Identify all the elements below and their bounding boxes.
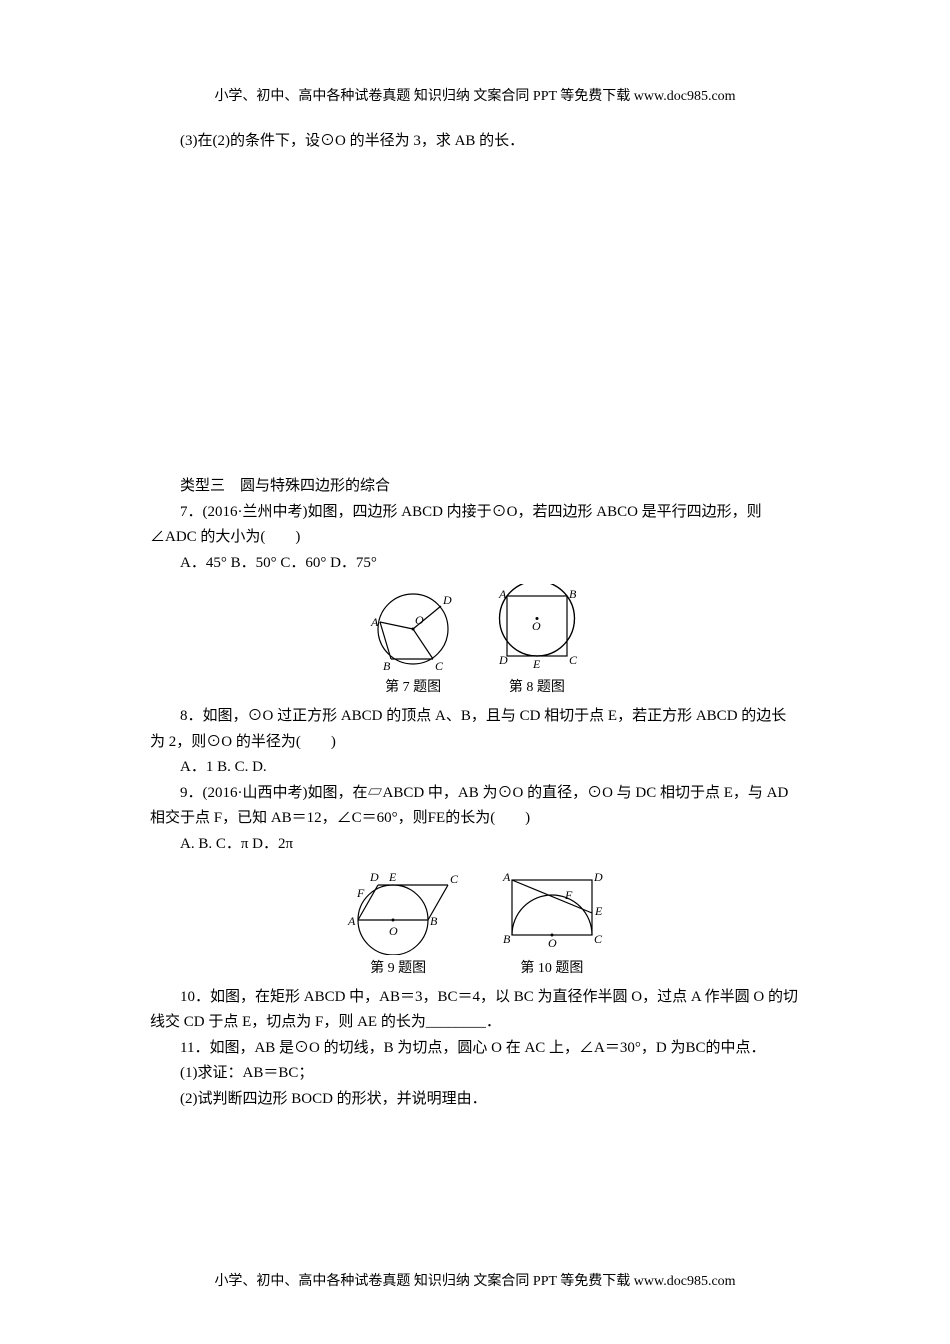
- svg-text:E: E: [594, 904, 603, 918]
- figures-row-9-10: A B C D E F O 第 9 题图 A D C: [150, 865, 800, 981]
- svg-text:B: B: [503, 932, 511, 946]
- q9-text: 9．(2016·山西中考)如图，在▱ABCD 中，AB 为⊙O 的直径，⊙O 与…: [150, 781, 800, 832]
- svg-text:D: D: [498, 653, 508, 667]
- q11-sub1: (1)求证：AB＝BC；: [150, 1061, 800, 1087]
- svg-text:C: C: [594, 932, 603, 946]
- svg-text:A: A: [502, 870, 511, 884]
- fig7-caption: 第 7 题图: [363, 676, 463, 700]
- svg-text:E: E: [532, 657, 541, 671]
- section-title: 类型三 圆与特殊四边形的综合: [150, 474, 800, 500]
- svg-text:B: B: [569, 587, 577, 601]
- q11-text: 11．如图，AB 是⊙O 的切线，B 为切点，圆心 O 在 AC 上，∠A＝30…: [150, 1036, 800, 1062]
- page-footer: 小学、初中、高中各种试卷真题 知识归纳 文案合同 PPT 等免费下载 www.d…: [0, 1270, 950, 1294]
- q10-text: 10．如图，在矩形 ABCD 中，AB＝3，BC＝4，以 BC 为直径作半圆 O…: [150, 985, 800, 1036]
- svg-text:O: O: [548, 936, 557, 950]
- svg-text:F: F: [564, 888, 573, 902]
- q3-line: (3)在(2)的条件下，设⊙O 的半径为 3，求 AB 的长．: [150, 129, 800, 155]
- svg-text:A: A: [370, 615, 379, 629]
- svg-text:A: A: [347, 914, 356, 928]
- svg-text:A: A: [498, 587, 507, 601]
- svg-text:D: D: [442, 593, 452, 607]
- figures-row-7-8: A B C D O 第 7 题图 A B C: [150, 584, 800, 700]
- q11-sub2: (2)试判断四边形 BOCD 的形状，并说明理由．: [150, 1087, 800, 1113]
- svg-text:O: O: [532, 619, 541, 633]
- q8-text: 8．如图，⊙O 过正方形 ABCD 的顶点 A、B，且与 CD 相切于点 E，若…: [150, 704, 800, 755]
- svg-text:D: D: [593, 870, 603, 884]
- fig8-container: A B C D E O 第 8 题图: [487, 584, 587, 700]
- svg-text:E: E: [388, 870, 397, 884]
- q9-options: A. B. C．π D．2π: [150, 832, 800, 858]
- svg-text:C: C: [450, 872, 459, 886]
- svg-text:C: C: [435, 659, 444, 673]
- fig10-svg: A D C B E F O: [487, 865, 617, 955]
- q7-options: A．45° B．50° C．60° D．75°: [150, 551, 800, 577]
- svg-text:C: C: [569, 653, 578, 667]
- fig7-svg: A B C D O: [363, 584, 463, 674]
- blank-space: [150, 154, 800, 474]
- svg-text:F: F: [356, 886, 365, 900]
- svg-text:O: O: [389, 924, 398, 938]
- svg-text:B: B: [430, 914, 438, 928]
- document-body: (3)在(2)的条件下，设⊙O 的半径为 3，求 AB 的长． 类型三 圆与特殊…: [150, 129, 800, 1113]
- fig10-caption: 第 10 题图: [487, 957, 617, 981]
- q8-options: A．1 B. C. D.: [150, 755, 800, 781]
- fig9-svg: A B C D E F O: [333, 865, 463, 955]
- fig8-caption: 第 8 题图: [487, 676, 587, 700]
- svg-text:O: O: [415, 613, 424, 627]
- fig7-container: A B C D O 第 7 题图: [363, 584, 463, 700]
- fig9-container: A B C D E F O 第 9 题图: [333, 865, 463, 981]
- q7-text: 7．(2016·兰州中考)如图，四边形 ABCD 内接于⊙O，若四边形 ABCO…: [150, 500, 800, 551]
- fig8-svg: A B C D E O: [487, 584, 587, 674]
- fig10-container: A D C B E F O 第 10 题图: [487, 865, 617, 981]
- fig9-caption: 第 9 题图: [333, 957, 463, 981]
- page-header: 小学、初中、高中各种试卷真题 知识归纳 文案合同 PPT 等免费下载 www.d…: [150, 85, 800, 109]
- svg-text:D: D: [369, 870, 379, 884]
- svg-text:B: B: [383, 659, 391, 673]
